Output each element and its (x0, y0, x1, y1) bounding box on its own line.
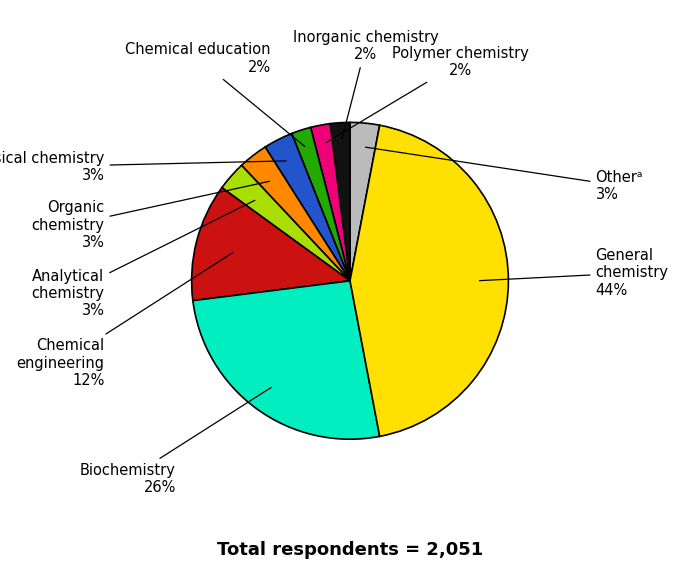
Text: Total respondents = 2,051: Total respondents = 2,051 (217, 541, 483, 559)
Text: General
chemistry
44%: General chemistry 44% (480, 248, 668, 298)
Wedge shape (192, 188, 350, 301)
Text: Organic
chemistry
3%: Organic chemistry 3% (32, 181, 270, 250)
Text: Inorganic chemistry
2%: Inorganic chemistry 2% (293, 30, 439, 139)
Text: Chemical
engineering
12%: Chemical engineering 12% (17, 253, 232, 388)
Text: Analytical
chemistry
3%: Analytical chemistry 3% (32, 200, 255, 319)
Wedge shape (350, 125, 508, 437)
Text: Physical chemistry
3%: Physical chemistry 3% (0, 150, 286, 183)
Text: Otherᵃ
3%: Otherᵃ 3% (365, 147, 643, 202)
Wedge shape (330, 123, 350, 281)
Text: Polymer chemistry
2%: Polymer chemistry 2% (326, 46, 529, 142)
Wedge shape (241, 147, 350, 281)
Wedge shape (193, 281, 379, 439)
Wedge shape (350, 123, 379, 281)
Wedge shape (311, 124, 350, 281)
Wedge shape (292, 127, 350, 281)
Wedge shape (222, 165, 350, 281)
Text: Chemical education
2%: Chemical education 2% (125, 43, 304, 146)
Text: Biochemistry
26%: Biochemistry 26% (80, 388, 272, 495)
Wedge shape (265, 134, 350, 281)
